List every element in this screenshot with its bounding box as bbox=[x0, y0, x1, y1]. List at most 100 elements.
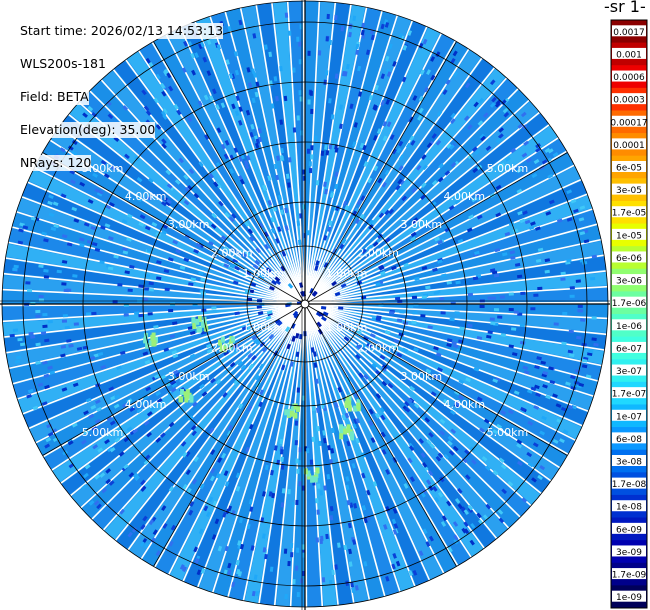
ray-gap bbox=[68, 113, 306, 305]
speckle-cell bbox=[435, 139, 442, 146]
speckle-cell bbox=[446, 343, 452, 348]
colorbar-tick-label: 3e-08 bbox=[616, 458, 642, 468]
speckle-cell bbox=[15, 355, 22, 360]
speckle-cell bbox=[486, 334, 492, 339]
speckle-cell bbox=[530, 386, 537, 392]
speckle-cell bbox=[99, 472, 106, 478]
speckle-cell bbox=[122, 105, 129, 111]
speckle-cell bbox=[47, 365, 53, 370]
speckle-cell bbox=[393, 523, 399, 529]
speckle-cell bbox=[284, 207, 289, 214]
speckle-cell bbox=[552, 438, 559, 444]
speckle-cell bbox=[495, 184, 502, 190]
ray-sector bbox=[305, 89, 529, 304]
speckle-cell bbox=[247, 297, 253, 302]
speckle-cell bbox=[395, 560, 401, 567]
speckle-cell bbox=[97, 189, 104, 195]
speckle-cell bbox=[127, 288, 133, 292]
ray-sector bbox=[23, 304, 305, 428]
ray-sector bbox=[36, 304, 306, 456]
speckle-cell bbox=[450, 428, 457, 434]
speckle-cell bbox=[358, 372, 364, 379]
speckle-cell bbox=[64, 325, 70, 330]
speckle-cell bbox=[108, 202, 115, 207]
ray-gap bbox=[196, 303, 306, 588]
speckle-cell bbox=[527, 420, 534, 426]
speckle-cell bbox=[84, 464, 91, 470]
speckle-cell bbox=[421, 265, 428, 271]
speckle-cell bbox=[418, 550, 424, 557]
speckle-cell bbox=[273, 445, 278, 451]
speckle-cell bbox=[43, 373, 50, 378]
speckle-cell bbox=[269, 285, 275, 291]
ray-gap bbox=[304, 303, 339, 606]
speckle-cell bbox=[89, 356, 96, 361]
speckle-cell bbox=[500, 333, 507, 337]
speckle-cell bbox=[531, 477, 537, 483]
speckle-cell bbox=[198, 161, 204, 167]
speckle-cell bbox=[347, 522, 352, 529]
speckle-cell bbox=[142, 394, 149, 401]
speckle-cell bbox=[325, 150, 330, 156]
speckle-cell bbox=[138, 221, 145, 227]
speckle-cell bbox=[363, 374, 369, 380]
speckle-cell bbox=[156, 260, 162, 265]
speckle-cell bbox=[429, 443, 435, 449]
speckle-cell bbox=[320, 150, 325, 156]
ray-gap bbox=[17, 303, 306, 400]
speckle-cell bbox=[320, 535, 324, 542]
colorbar-tick-box bbox=[612, 590, 646, 602]
speckle-cell bbox=[562, 311, 568, 315]
speckle-cell bbox=[122, 402, 128, 408]
speckle-cell bbox=[309, 459, 314, 465]
speckle-cell bbox=[227, 424, 233, 431]
speckle-cell bbox=[255, 590, 260, 597]
speckle-cell bbox=[162, 108, 168, 115]
speckle-cell bbox=[517, 210, 523, 216]
speckle-cell bbox=[398, 140, 404, 147]
speckle-cell bbox=[476, 214, 483, 220]
speckle-cell bbox=[237, 540, 242, 546]
high-value-cell bbox=[339, 433, 344, 440]
speckle-cell bbox=[455, 280, 461, 285]
speckle-cell bbox=[491, 96, 497, 103]
speckle-cell bbox=[258, 222, 264, 229]
range-ring-labels: 1.00km 2.00km 3.00km 4.00km 5.00km 1.00km 2.00… bbox=[82, 162, 528, 439]
speckle-cell bbox=[287, 182, 291, 188]
ray-sector bbox=[156, 304, 305, 574]
speckle-cell bbox=[352, 141, 357, 148]
speckle-cell bbox=[109, 420, 116, 426]
speckle-cell bbox=[250, 282, 257, 287]
speckle-cell bbox=[522, 365, 529, 370]
speckle-cell bbox=[361, 248, 367, 255]
speckle-cell bbox=[114, 394, 120, 400]
speckle-cell bbox=[331, 280, 338, 287]
speckle-cell bbox=[390, 265, 397, 271]
speckle-cell bbox=[280, 456, 284, 463]
speckle-cell bbox=[498, 517, 505, 524]
speckle-cell bbox=[206, 236, 213, 242]
speckle-cell bbox=[548, 199, 555, 205]
speckle-cell bbox=[188, 168, 195, 175]
ray-gap bbox=[58, 126, 306, 305]
speckle-cell bbox=[407, 30, 413, 36]
speckle-cell bbox=[384, 330, 391, 335]
speckle-cell bbox=[300, 130, 304, 136]
speckle-cell bbox=[200, 277, 206, 282]
speckle-cell bbox=[103, 173, 110, 179]
speckle-cell bbox=[334, 171, 339, 178]
speckle-cell bbox=[208, 172, 215, 179]
ray-gap bbox=[304, 111, 541, 305]
speckle-cell bbox=[449, 144, 455, 150]
colorbar-tick-label: 3e-09 bbox=[616, 548, 642, 558]
speckle-cell bbox=[302, 552, 306, 558]
speckle-cell bbox=[516, 460, 523, 467]
speckle-cell bbox=[443, 453, 450, 460]
ray-sector bbox=[79, 91, 305, 304]
ray-gap bbox=[304, 303, 510, 529]
speckle-cell bbox=[357, 65, 362, 72]
speckle-cell bbox=[183, 199, 190, 206]
speckle-cell bbox=[194, 558, 200, 564]
speckle-cell bbox=[179, 265, 186, 270]
speckle-cell bbox=[570, 375, 576, 380]
